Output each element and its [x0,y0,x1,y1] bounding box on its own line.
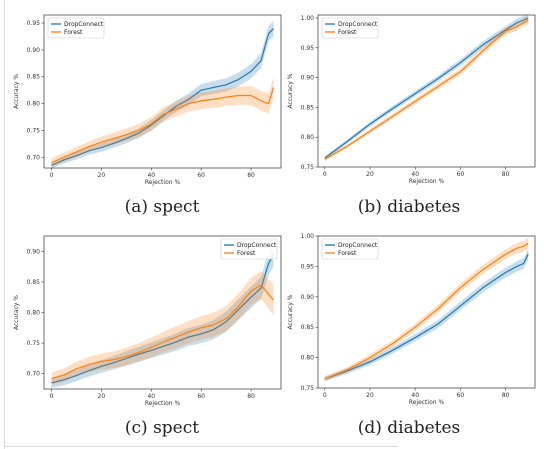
x-axis-label: Rejection % [145,179,181,186]
chart-panel-3: 0 20 40 60 80 0.75 0.80 0.85 0.90 0.95 1.00 Rejecti… [287,233,536,406]
series-line-dropconnect [51,28,274,166]
x-tick-label: 0 [323,171,327,178]
chart-panel-1: 0 20 40 60 80 0.75 0.80 0.85 0.90 0.95 1.00 Rejecti… [287,13,536,185]
legend-label-dropconnect: DropConnect [338,21,378,28]
y-tick-label: 0.85 [301,324,315,331]
y-tick-label: 0.90 [27,248,41,255]
x-tick-label: 20 [366,171,374,178]
series-band-forest [51,271,274,385]
y-tick-label: 1.00 [301,233,315,240]
x-axis-label: Rejection % [409,178,445,185]
legend-label-forest: Forest [237,250,256,257]
series-line-forest [51,284,274,380]
y-tick-label: 0.95 [301,45,315,52]
y-tick-label: 0.85 [27,279,41,286]
y-tick-label: 0.75 [27,127,41,134]
chart-panel-2: 0 20 40 60 80 0.70 0.75 0.80 0.85 0.90 Rejection %… [13,235,282,407]
series-line-forest [51,87,275,164]
series-line-dropconnect [51,254,275,384]
caption-c: (c) spect [124,418,200,438]
legend-label-forest: Forest [338,29,357,36]
y-axis-label: Accuracy % [13,295,20,330]
y-tick-label: 0.85 [301,104,315,111]
y-tick-label: 0.70 [27,154,41,161]
caption-d: (d) diabetes [357,418,461,438]
x-tick-label: 60 [457,392,465,399]
axes-frame [317,235,536,389]
x-tick-label: 40 [411,171,419,178]
caption-a: (a) spect [124,197,200,217]
y-axis-label: Accuracy % [13,74,20,109]
x-tick-label: 40 [147,393,155,400]
y-axis-label: Accuracy % [287,294,294,329]
y-tick-label: 0.90 [301,75,315,82]
y-tick-label: 0.80 [27,310,41,317]
x-tick-label: 80 [502,171,510,178]
legend-box [321,17,379,39]
y-tick-label: 0.80 [301,355,315,362]
x-tick-label: 60 [197,393,205,400]
y-tick-label: 0.85 [27,74,41,81]
x-tick-label: 20 [98,172,106,179]
y-tick-label: 0.70 [27,371,41,378]
y-tick-label: 0.90 [301,294,315,301]
x-axis-label: Rejection % [409,399,445,406]
legend-box [321,238,379,260]
x-tick-label: 20 [366,392,374,399]
x-tick-label: 80 [247,393,255,400]
series-line-dropconnect [324,17,529,159]
legend-label-dropconnect: DropConnect [64,21,104,28]
caption-b: (b) diabetes [357,197,461,217]
y-axis-label: Accuracy % [287,73,294,108]
y-tick-label: 0.75 [301,385,315,392]
axes-frame [43,14,282,169]
axes-frame [317,14,536,168]
y-tick-label: 0.95 [301,263,315,270]
x-tick-label: 80 [247,172,255,179]
page-bottom-border [4,446,398,447]
y-tick-label: 0.75 [301,164,315,171]
x-tick-label: 20 [98,393,106,400]
y-tick-label: 0.75 [27,340,41,347]
y-tick-label: 0.90 [27,47,41,54]
x-tick-label: 0 [50,393,54,400]
y-tick-label: 0.80 [27,101,41,108]
series-band-forest [51,77,274,167]
series-line-forest [324,19,529,160]
legend-label-dropconnect: DropConnect [237,242,277,249]
y-tick-label: 0.95 [27,20,41,27]
page-left-border [4,0,5,449]
legend-box [47,17,105,39]
legend-label-forest: Forest [64,29,83,36]
x-tick-label: 40 [147,172,155,179]
x-tick-label: 80 [502,392,510,399]
series-line-forest [324,242,529,380]
legend-label-dropconnect: DropConnect [338,242,378,249]
x-axis-label: Rejection % [145,400,181,407]
series-line-dropconnect [324,253,529,380]
x-tick-label: 60 [197,172,205,179]
series-band-dropconnect [51,20,274,169]
x-tick-label: 40 [411,392,419,399]
chart-panel-0: 0 20 40 60 80 0.70 0.75 0.80 0.85 0.90 0.95 Rejecti… [13,14,282,186]
x-tick-label: 60 [457,171,465,178]
y-tick-label: 0.80 [301,134,315,141]
legend-box [220,238,278,260]
y-tick-label: 1.00 [301,15,315,22]
x-tick-label: 0 [323,392,327,399]
legend-label-forest: Forest [338,250,357,257]
x-tick-label: 0 [50,172,54,179]
